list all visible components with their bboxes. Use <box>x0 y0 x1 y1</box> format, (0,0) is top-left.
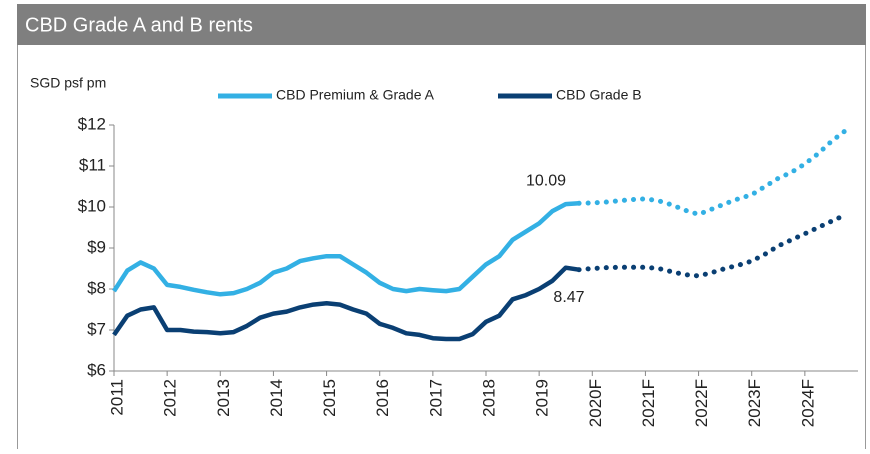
forecast-line <box>576 128 848 217</box>
x-tick-label: 2017 <box>426 379 445 417</box>
y-tick-label: $10 <box>78 196 106 215</box>
x-tick-label: 2015 <box>320 379 339 417</box>
annotation: 8.47 <box>553 289 584 306</box>
header-bar <box>17 4 866 45</box>
legend-label: CBD Grade B <box>556 87 642 103</box>
x-tick-label: 2022F <box>692 379 711 427</box>
x-tick-label: 2013 <box>214 379 233 417</box>
x-tick-label: 2011 <box>107 379 126 416</box>
x-tick-label: 2020F <box>586 379 605 427</box>
x-tick-label: 2018 <box>479 379 498 417</box>
y-tick-label: $7 <box>87 319 106 338</box>
x-tick-label: 2021F <box>639 379 658 427</box>
x-tick-label: 2014 <box>267 379 286 417</box>
annotation: 10.09 <box>526 173 566 190</box>
y-tick-label: $8 <box>87 278 106 297</box>
series-line <box>112 201 580 297</box>
y-axis-label: SGD psf pm <box>30 75 106 91</box>
y-tick-label: $9 <box>87 237 106 256</box>
x-tick-label: 2019 <box>533 379 552 417</box>
y-tick-label: $11 <box>79 155 106 174</box>
x-tick-label: 2023F <box>745 379 764 427</box>
series-line <box>112 265 580 342</box>
y-tick-label: $12 <box>78 114 106 133</box>
legend-label: CBD Premium & Grade A <box>276 87 435 103</box>
y-tick-label: $6 <box>87 360 106 379</box>
forecast-line <box>576 212 848 279</box>
x-tick-label: 2012 <box>161 379 180 417</box>
x-tick-label: 2024F <box>798 379 817 427</box>
x-tick-label: 2016 <box>373 379 392 417</box>
chart-title: CBD Grade A and B rents <box>25 14 253 36</box>
